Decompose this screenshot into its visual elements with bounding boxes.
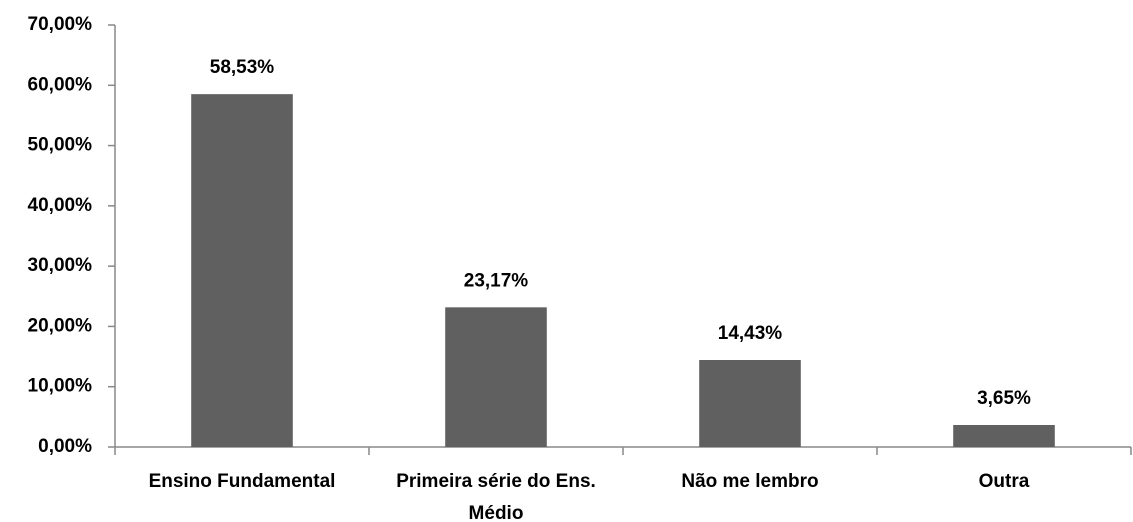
y-tick-label: 40,00% — [28, 195, 93, 216]
y-tick-label: 10,00% — [28, 376, 93, 397]
y-tick-label: 30,00% — [28, 255, 93, 276]
y-tick-label: 60,00% — [28, 74, 93, 95]
x-tick-label: Não me lembro — [681, 471, 818, 492]
y-tick-label: 50,00% — [28, 135, 93, 156]
bar — [445, 307, 547, 447]
x-tick-label: Primeira série do Ens. Médio — [396, 471, 596, 522]
data-label: 14,43% — [718, 323, 783, 344]
y-tick-label: 0,00% — [38, 436, 92, 457]
y-tick-label: 20,00% — [28, 315, 93, 336]
bar — [953, 424, 1055, 447]
data-label: 3,65% — [977, 388, 1031, 409]
x-tick-label: Ensino Fundamental — [149, 471, 336, 492]
bar — [699, 360, 801, 447]
bar — [191, 94, 293, 448]
data-label: 58,53% — [210, 57, 275, 78]
x-tick-label: Outra — [979, 471, 1030, 492]
data-label: 23,17% — [464, 270, 529, 291]
y-tick-label: 70,00% — [28, 14, 93, 35]
